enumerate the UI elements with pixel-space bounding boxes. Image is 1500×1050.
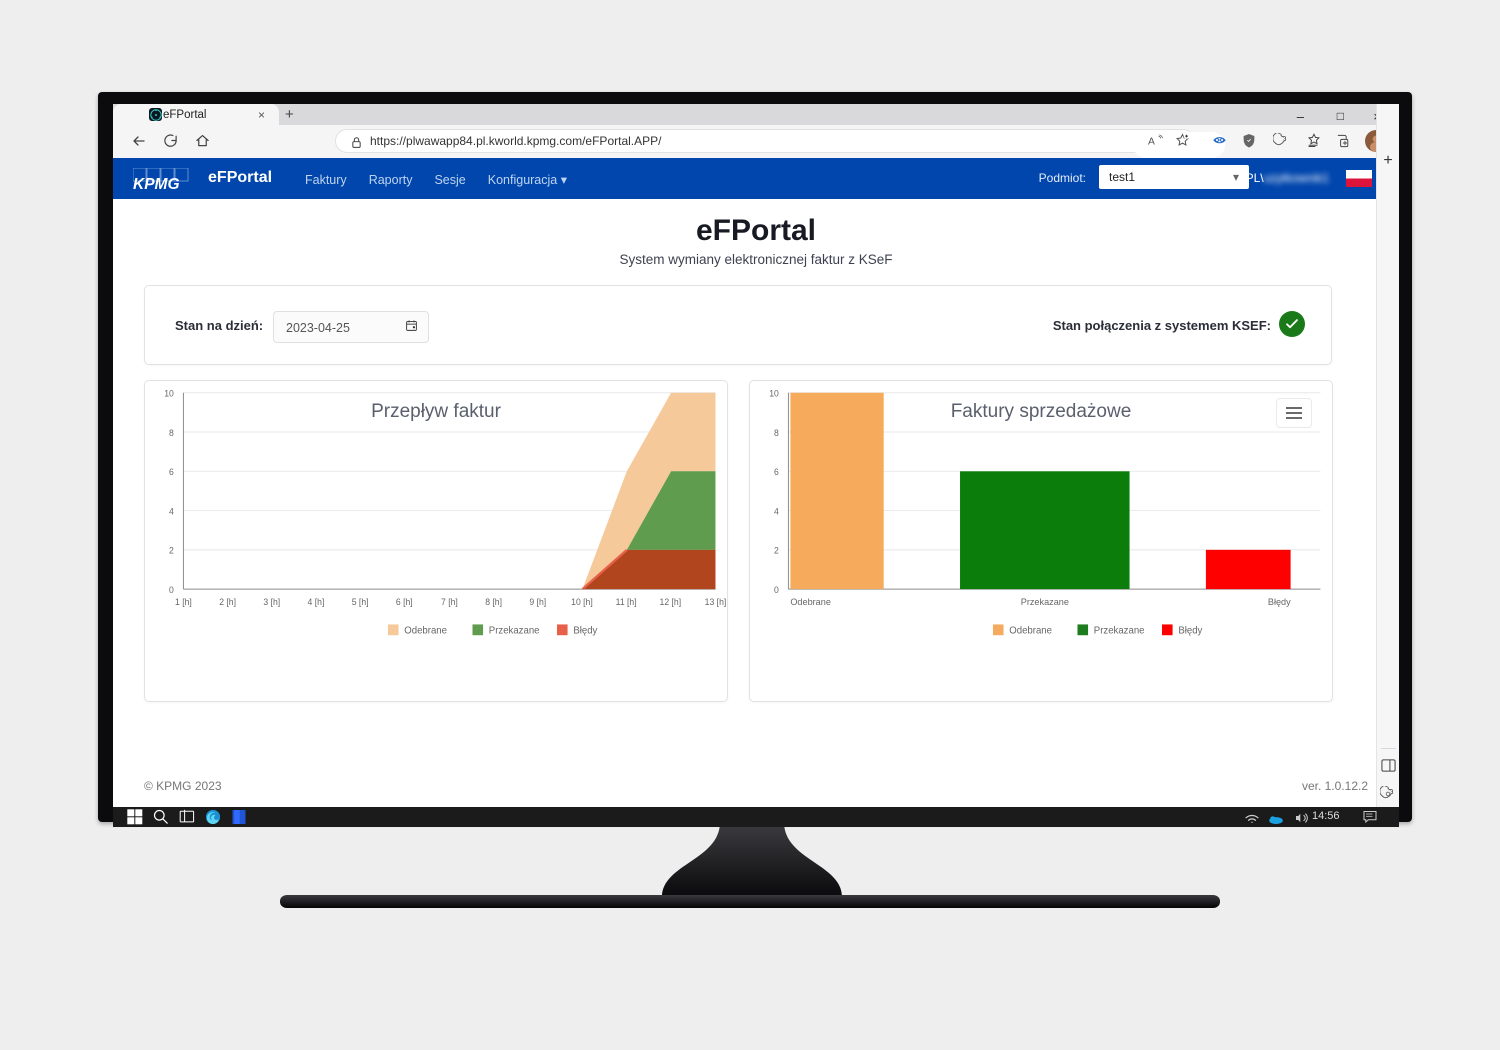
svg-text:0: 0 bbox=[169, 585, 174, 595]
svg-text:0: 0 bbox=[774, 585, 779, 595]
svg-text:5 [h]: 5 [h] bbox=[352, 597, 369, 607]
svg-text:10: 10 bbox=[164, 389, 174, 399]
svg-text:12 [h]: 12 [h] bbox=[660, 597, 682, 607]
svg-text:Odebrane: Odebrane bbox=[1009, 625, 1052, 636]
svg-text:Odebrane: Odebrane bbox=[404, 625, 447, 636]
svg-text:8: 8 bbox=[774, 428, 779, 438]
svg-text:Przekazane: Przekazane bbox=[1094, 625, 1145, 636]
svg-text:1 [h]: 1 [h] bbox=[175, 597, 192, 607]
svg-text:4: 4 bbox=[774, 506, 779, 516]
svg-text:2: 2 bbox=[169, 546, 174, 556]
svg-text:2: 2 bbox=[774, 546, 779, 556]
svg-text:6 [h]: 6 [h] bbox=[396, 597, 413, 607]
svg-text:8 [h]: 8 [h] bbox=[485, 597, 502, 607]
svg-text:8: 8 bbox=[169, 428, 174, 438]
svg-text:9 [h]: 9 [h] bbox=[529, 597, 546, 607]
svg-text:2 [h]: 2 [h] bbox=[219, 597, 236, 607]
svg-text:Odebrane: Odebrane bbox=[790, 597, 831, 607]
svg-text:4 [h]: 4 [h] bbox=[308, 597, 325, 607]
svg-text:10: 10 bbox=[769, 389, 779, 399]
svg-text:3 [h]: 3 [h] bbox=[263, 597, 280, 607]
svg-text:4: 4 bbox=[169, 506, 174, 516]
svg-text:KPMG: KPMG bbox=[133, 176, 180, 190]
svg-text:Błędy: Błędy bbox=[1178, 625, 1202, 636]
svg-text:10 [h]: 10 [h] bbox=[571, 597, 593, 607]
svg-text:Błędy: Błędy bbox=[1268, 597, 1291, 607]
svg-text:6: 6 bbox=[169, 467, 174, 477]
svg-text:6: 6 bbox=[774, 467, 779, 477]
svg-text:Przekazane: Przekazane bbox=[1021, 597, 1069, 607]
svg-text:Błędy: Błędy bbox=[573, 625, 597, 636]
svg-text:11 [h]: 11 [h] bbox=[616, 597, 637, 607]
svg-text:A: A bbox=[1148, 136, 1155, 147]
svg-text:13 [h]: 13 [h] bbox=[705, 597, 727, 607]
svg-text:7 [h]: 7 [h] bbox=[441, 597, 458, 607]
svg-text:Przekazane: Przekazane bbox=[489, 625, 540, 636]
